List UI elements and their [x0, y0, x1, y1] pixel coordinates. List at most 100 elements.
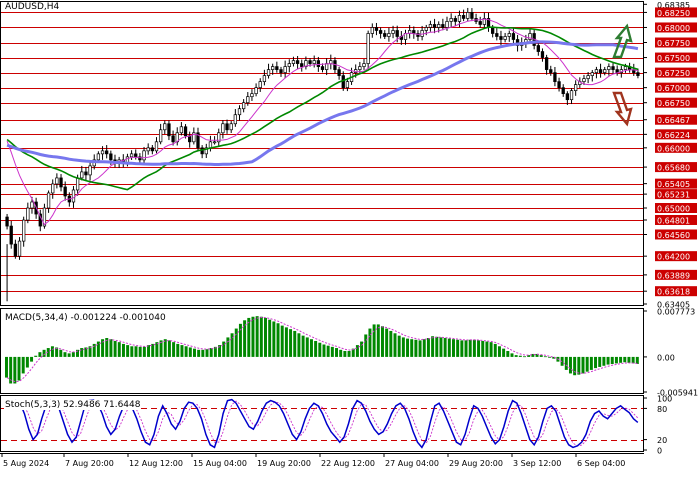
macd-bar — [218, 345, 222, 357]
macd-bar — [619, 356, 623, 363]
y-tick-label: 0.67750 — [657, 39, 690, 48]
stoch-y-tick-label: 0 — [657, 447, 662, 456]
stoch-y-tick-label: 20 — [657, 436, 667, 445]
stoch-k-line — [6, 398, 639, 449]
candle-body — [109, 153, 113, 161]
x-tick-label: 22 Aug 12:00 — [321, 459, 375, 468]
candle-body — [574, 84, 578, 92]
y-tick-label: 0.67500 — [657, 54, 690, 63]
y-tick-label: 0.67250 — [657, 69, 690, 78]
candle-body — [607, 66, 611, 70]
macd-bar — [222, 341, 226, 357]
candle-body — [590, 72, 594, 76]
macd-bar — [92, 343, 96, 357]
macd-bar — [422, 339, 426, 357]
candle-body — [478, 21, 482, 25]
macd-bar — [531, 353, 535, 357]
level-label-bg — [655, 114, 697, 125]
macd-y-tick-label: -0.005941 — [657, 389, 698, 398]
level-label-bg — [655, 22, 697, 33]
macd-bar — [243, 320, 247, 357]
candle-body — [540, 51, 545, 58]
macd-bar — [155, 342, 159, 357]
macd-bar — [197, 349, 201, 357]
moving-average-line — [6, 26, 639, 191]
candle-body — [192, 132, 196, 143]
macd-bar — [585, 356, 589, 372]
macd-bar — [393, 333, 397, 357]
candle-body — [569, 90, 574, 101]
macd-bar — [472, 339, 476, 357]
y-tick-label: 0.68250 — [657, 9, 690, 18]
candle-body — [362, 63, 366, 67]
macd-bar — [414, 339, 418, 357]
candle-body — [320, 66, 325, 70]
candle-body — [266, 69, 271, 76]
macd-bar — [439, 337, 443, 357]
candle-body — [308, 60, 312, 64]
macd-bar — [322, 344, 326, 357]
candle-body — [167, 123, 171, 137]
candle-body — [453, 18, 457, 22]
level-label-bg — [655, 286, 697, 297]
macd-bar — [523, 356, 527, 358]
macd-bar — [368, 328, 372, 357]
macd-bar — [126, 345, 130, 357]
candle-body — [449, 18, 453, 22]
macd-bar — [456, 339, 460, 357]
y-tick-label: 0.64200 — [657, 253, 690, 262]
macd-bar — [101, 339, 105, 357]
macd-bar — [614, 356, 618, 364]
candle-body — [636, 72, 640, 76]
macd-bar — [268, 319, 272, 357]
level-label-bg — [655, 214, 697, 225]
macd-y-tick-label: 0.00 — [657, 353, 675, 362]
macd-bar — [213, 346, 217, 357]
candle-body — [171, 135, 175, 143]
macd-bar — [134, 346, 138, 357]
candle-body — [582, 78, 586, 82]
y-tick-label: 0.63618 — [657, 288, 690, 297]
candle-body — [586, 75, 590, 79]
macd-bar — [251, 316, 255, 357]
macd-bar — [297, 333, 301, 357]
x-tick-label: 3 Sep 12:00 — [513, 459, 561, 468]
candle-body — [395, 30, 399, 37]
macd-bar — [594, 356, 598, 369]
candle-body — [544, 57, 549, 70]
macd-bar — [468, 339, 472, 357]
candle-body — [150, 147, 154, 152]
stoch-title: Stoch(5,3,3) 52.9486 71.6448 — [4, 400, 142, 410]
macd-bar — [301, 335, 305, 357]
macd-bar — [305, 337, 309, 357]
level-label-bg — [655, 269, 697, 280]
macd-bar — [192, 348, 196, 357]
candle-body — [374, 27, 379, 31]
x-tick-label: 27 Aug 04:00 — [385, 459, 439, 468]
level-label-bg — [655, 178, 697, 189]
candle-body — [55, 177, 59, 185]
y-tick-label: 0.64560 — [657, 231, 690, 240]
macd-bar — [464, 340, 468, 357]
macd-bar — [293, 330, 297, 357]
macd-bar — [188, 347, 192, 357]
macd-bar — [635, 356, 639, 364]
y-tick-label: 0.65680 — [657, 164, 690, 173]
level-label-bg — [655, 229, 697, 240]
candle-body — [154, 141, 159, 152]
macd-bar — [564, 356, 568, 370]
macd-bar — [335, 348, 339, 357]
candle-body — [428, 24, 433, 28]
candle-body — [134, 153, 138, 158]
macd-bar — [552, 356, 556, 359]
macd-bar — [527, 355, 531, 357]
macd-bar — [339, 349, 343, 357]
level-label-bg — [655, 82, 697, 93]
macd-bar — [247, 317, 251, 357]
y-tick-label: 0.66750 — [657, 99, 690, 108]
candle-body — [5, 216, 9, 227]
macd-bar — [151, 343, 155, 357]
candle-body — [432, 24, 437, 28]
macd-bar — [234, 328, 238, 357]
